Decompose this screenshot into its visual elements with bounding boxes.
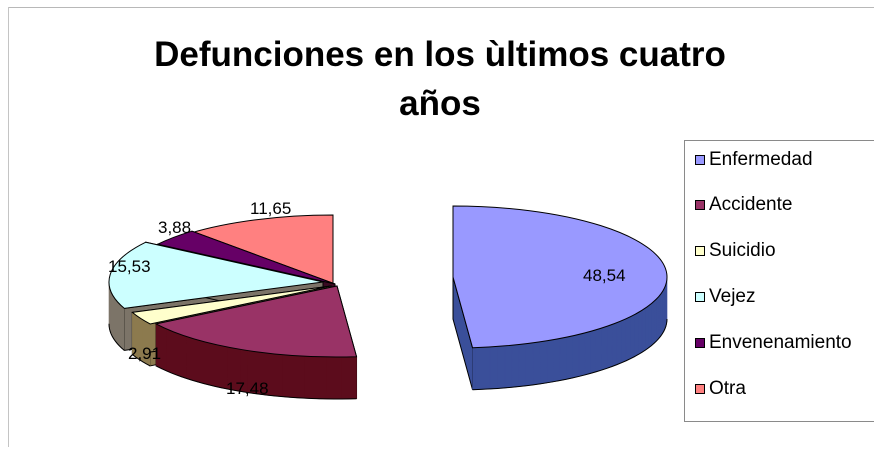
legend-item-otra: Otra [695,379,871,399]
data-label-suicidio: 2,91 [128,344,161,363]
pie-slice-top-envenenamiento [156,230,336,285]
pie-slice-top-vejez [108,241,324,309]
legend-item-vejez: Vejez [695,287,871,307]
pie-slice-top-enfermedad [452,205,668,349]
legend-swatch-vejez [695,292,705,302]
data-label-enfermedad: 48,54 [583,266,626,285]
pie-slice-enfermedad [452,205,668,391]
legend-label-enfermedad: Enfermedad [709,149,813,170]
data-label-accidente: 17,48 [226,379,269,398]
legend-swatch-enfermedad [695,155,705,165]
chart-title-line-1: Defunciones en los ùltimos cuatro [154,35,726,74]
legend-item-envenenamiento: Envenenamiento [695,333,871,353]
data-labels: 48,54 17,48 2,91 15,53 3,88 11,65 [108,199,626,398]
legend-item-suicidio: Suicidio [695,241,871,261]
data-label-envenenamiento: 3,88 [158,218,191,237]
legend-label-otra: Otra [709,378,746,399]
pie-slices [108,205,668,400]
legend-label-envenenamiento: Envenenamiento [709,332,852,353]
legend-swatch-suicidio [695,246,705,256]
pie-slice-top-suicidio [131,285,332,325]
legend-swatch-accidente [695,200,705,210]
chart-frame-top [8,7,874,8]
pie-slice-top-accidente [154,285,358,358]
legend-item-accidente: Accidente [695,195,871,215]
legend-label-accidente: Accidente [709,194,793,215]
legend-item-enfermedad: Enfermedad [695,150,871,170]
data-label-otra: 11,65 [250,199,291,218]
legend-swatch-otra [695,384,705,394]
legend-swatch-envenenamiento [695,338,705,348]
legend: Enfermedad Accidente Suicidio Vejez Enve… [684,140,874,422]
legend-label-suicidio: Suicidio [709,240,776,261]
legend-label-vejez: Vejez [709,286,756,307]
data-label-vejez: 15,53 [108,257,151,276]
chart-title-line-2: años [399,84,481,123]
pie-slice-top-otra [188,214,334,287]
pie-slice-accidente [154,285,358,400]
chart-frame-left [8,7,9,447]
chart-title: Defunciones en los ùltimos cuatro años [110,30,770,128]
